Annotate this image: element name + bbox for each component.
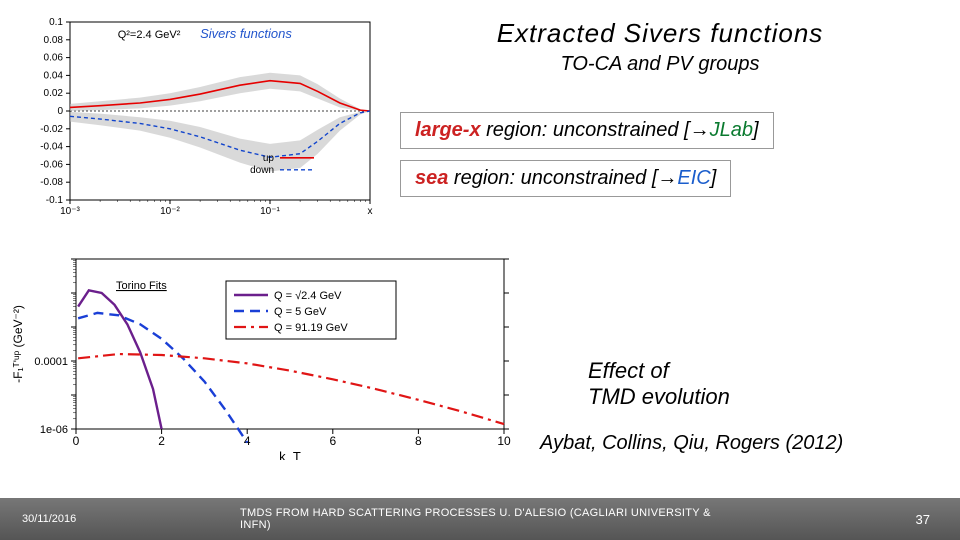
svg-text:-0.08: -0.08 [40, 177, 63, 188]
svg-text:1e-06: 1e-06 [40, 424, 68, 436]
callout-prefix: large-x [415, 119, 481, 141]
svg-text:-0.02: -0.02 [40, 124, 63, 135]
callout-suffix: ] [753, 119, 759, 141]
effect-label: Effect of TMD evolution [588, 358, 730, 411]
svg-text:Torino Fits: Torino Fits [116, 280, 167, 292]
svg-text:0.1: 0.1 [49, 17, 63, 28]
svg-text:Q²=2.4 GeV²: Q²=2.4 GeV² [118, 29, 181, 41]
footer-page-number: 37 [916, 512, 930, 527]
slide-subtitle: TO-CA and PV groups [400, 53, 920, 76]
title-block: Extracted Sivers functions TO-CA and PV … [400, 18, 920, 76]
svg-text:0: 0 [57, 106, 63, 117]
svg-text:10⁻³: 10⁻³ [60, 206, 80, 217]
svg-text:up: up [263, 153, 275, 164]
callout-large-x: large-x region: unconstrained [→JLab] [400, 112, 774, 149]
callout-middle: region: unconstrained [→ [448, 167, 677, 189]
svg-text:-0.04: -0.04 [40, 142, 63, 153]
footer-center: TMDS FROM HARD SCATTERING PROCESSES U. D… [240, 507, 720, 531]
svg-text:-F₁ᵀ'ᵘᵖ (GeV⁻²): -F₁ᵀ'ᵘᵖ (GeV⁻²) [11, 305, 25, 383]
callout-prefix: sea [415, 167, 448, 189]
footer-bar: 30/11/2016 TMDS FROM HARD SCATTERING PRO… [0, 498, 960, 540]
footer-date: 30/11/2016 [22, 513, 76, 525]
svg-text:0.02: 0.02 [44, 88, 64, 99]
callout-target: JLab [710, 119, 753, 141]
svg-text:-0.06: -0.06 [40, 159, 63, 170]
effect-line1: Effect of [588, 358, 730, 384]
citation: Aybat, Collins, Qiu, Rogers (2012) [540, 432, 843, 455]
callout-middle: region: unconstrained [→ [481, 119, 710, 141]
effect-line2: TMD evolution [588, 384, 730, 410]
svg-text:0.06: 0.06 [44, 53, 64, 64]
svg-text:0.08: 0.08 [44, 35, 64, 46]
callout-target: EIC [677, 167, 710, 189]
svg-text:Q = √2.4 GeV: Q = √2.4 GeV [274, 290, 342, 302]
svg-text:down: down [250, 165, 274, 176]
svg-text:10⁻¹: 10⁻¹ [260, 206, 280, 217]
svg-text:0.0001: 0.0001 [34, 356, 68, 368]
svg-text:Q = 91.19 GeV: Q = 91.19 GeV [274, 322, 348, 334]
svg-text:-0.1: -0.1 [46, 195, 64, 206]
svg-text:6: 6 [329, 434, 336, 448]
sivers-chart: -0.1 -0.08 -0.06 -0.04 -0.02 0 0.02 0.04 0.06 0.0… [12, 10, 382, 218]
svg-text:Q = 5 GeV: Q = 5 GeV [274, 306, 327, 318]
svg-text:10: 10 [497, 434, 511, 448]
svg-text:0.04: 0.04 [44, 70, 64, 81]
callout-suffix: ] [711, 167, 717, 189]
svg-text:10⁻²: 10⁻² [160, 206, 180, 217]
tmd-evolution-chart: 0246810k_T1e-060.0001-F₁ᵀ'ᵘᵖ (GeV⁻²)Tori… [4, 245, 524, 460]
svg-text:Sivers functions: Sivers functions [200, 26, 292, 41]
svg-text:0: 0 [73, 434, 80, 448]
svg-text:8: 8 [415, 434, 422, 448]
svg-text:k_T: k_T [279, 449, 301, 460]
svg-text:x: x [368, 206, 373, 217]
callout-sea: sea region: unconstrained [→EIC] [400, 160, 731, 197]
svg-text:2: 2 [158, 434, 165, 448]
slide-title: Extracted Sivers functions [400, 18, 920, 49]
